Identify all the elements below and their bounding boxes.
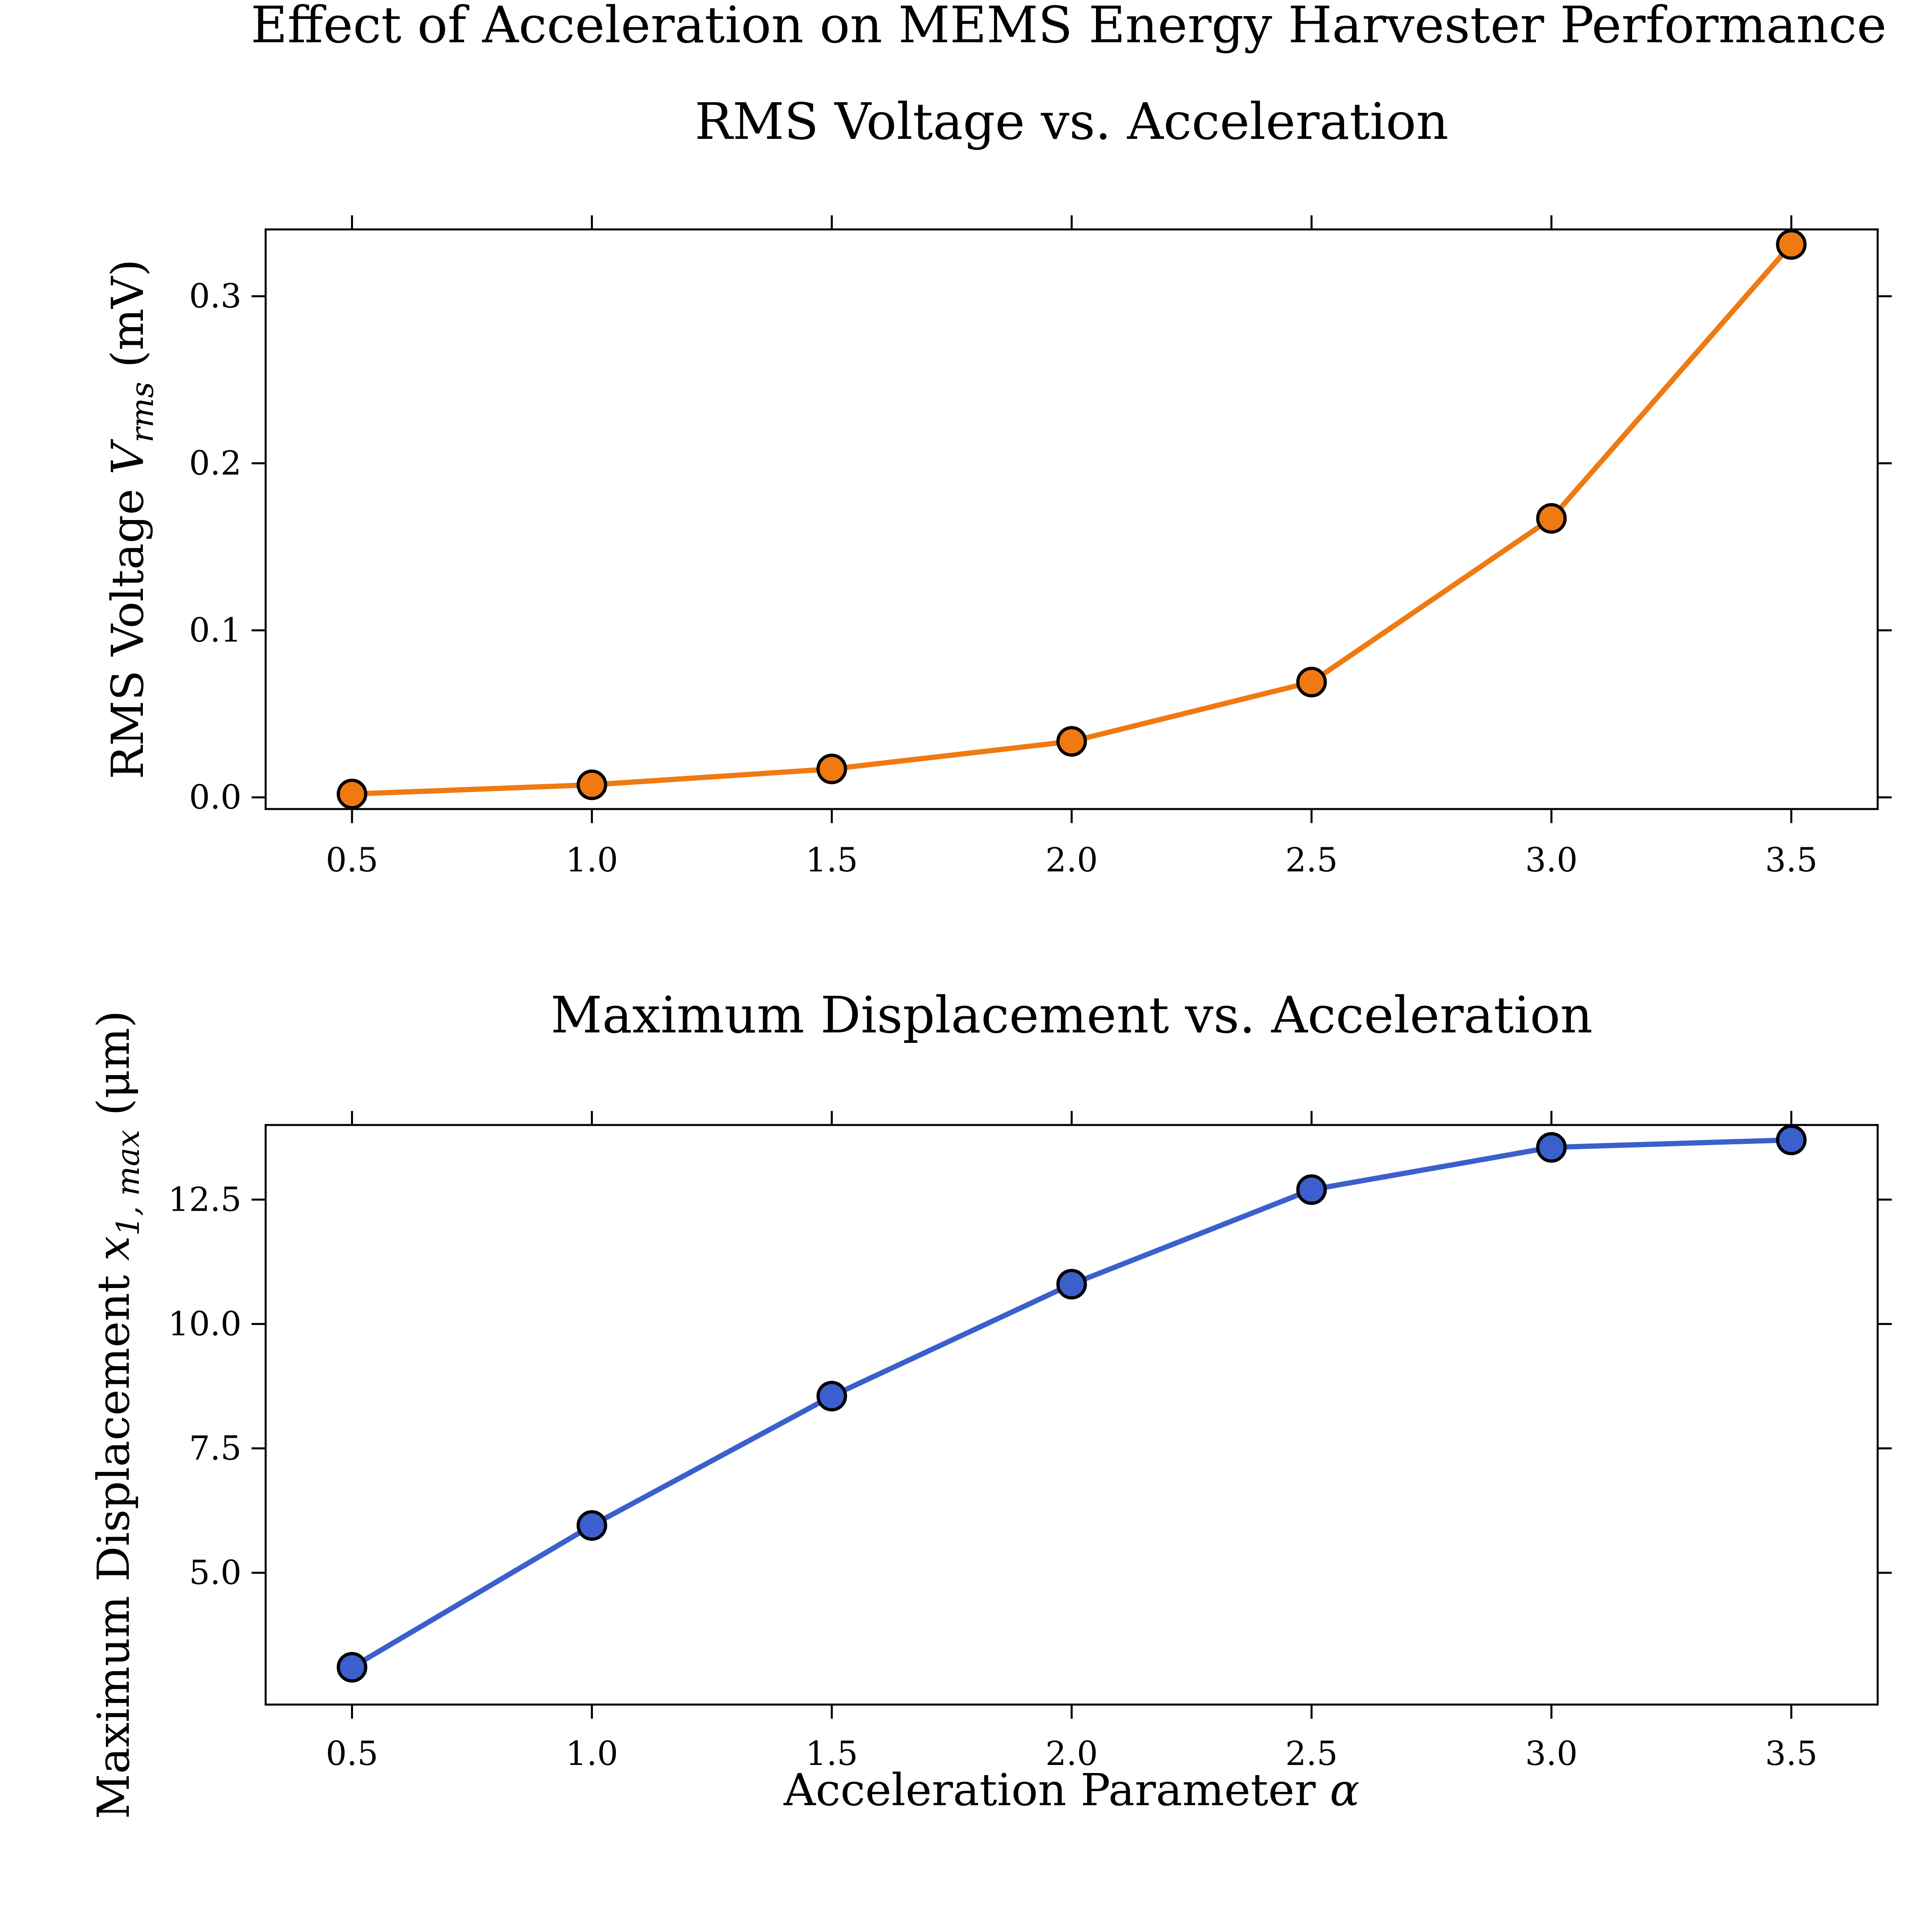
voltage-xtick-label: 2.5 [1285,841,1338,879]
displacement-xtick-label: 1.5 [805,1735,858,1773]
displacement-xtick-label: 0.5 [326,1735,378,1773]
displacement-xtick-label: 3.0 [1525,1735,1577,1773]
voltage-xtick-label: 1.0 [566,841,618,879]
displacement-series-line [349,1137,1794,1670]
voltage-y-axis-label: RMS Voltage Vrms (mV) [102,259,161,779]
displacement-data-point [576,1510,607,1541]
voltage-xtick-label: 3.0 [1525,841,1577,879]
voltage-data-point [1776,229,1807,260]
voltage-data-point [816,753,847,784]
displacement-y-axis-label: Maximum Displacement x1, max (μm) [88,1010,147,1819]
displacement-xtick-label: 2.5 [1285,1735,1338,1773]
voltage-ytick-label: 0.0 [189,778,242,817]
figure-suptitle: Effect of Acceleration on MEMS Energy Ha… [251,0,1887,54]
displacement-data-point [1296,1174,1327,1205]
voltage-data-point [576,769,607,800]
voltage-panel: RMS Voltage vs. Acceleration 0.5 1.0 1.5 2.0… [102,93,1892,879]
voltage-xtick-label: 0.5 [326,841,378,879]
voltage-xtick-label: 2.0 [1045,841,1098,879]
voltage-series-line [349,242,1794,797]
voltage-xtick-label: 1.5 [805,841,858,879]
displacement-ytick-label: 7.5 [189,1429,242,1468]
displacement-data-point [1776,1125,1807,1156]
displacement-xtick-label: 3.5 [1765,1735,1817,1773]
displacement-data-point [336,1652,367,1683]
displacement-data-point [1536,1132,1567,1163]
voltage-ytick-label: 0.3 [189,277,242,316]
displacement-ytick-label: 10.0 [168,1305,242,1343]
voltage-panel-title: RMS Voltage vs. Acceleration [695,93,1449,151]
displacement-x-axis-label: Acceleration Parameter α [783,1764,1360,1816]
voltage-xtick-label: 3.5 [1765,841,1817,879]
voltage-data-point [336,778,367,809]
voltage-ytick-label: 0.2 [189,444,242,483]
displacement-panel-title: Maximum Displacement vs. Acceleration [551,986,1593,1044]
displacement-data-point [1056,1269,1087,1300]
displacement-plot-frame [264,1124,1879,1706]
displacement-xtick-label: 1.0 [566,1735,618,1773]
voltage-ytick-label: 0.1 [189,611,242,650]
voltage-data-point [1296,667,1327,698]
displacement-ytick-label: 12.5 [168,1181,242,1219]
displacement-panel: Maximum Displacement vs. Acceleration 0.5… [88,986,1892,1819]
voltage-data-point [1056,726,1087,757]
displacement-xtick-label: 2.0 [1045,1735,1098,1773]
voltage-plot-frame [264,228,1879,810]
voltage-data-point [1536,503,1567,534]
displacement-data-point [816,1381,847,1412]
displacement-ytick-label: 5.0 [189,1554,242,1592]
